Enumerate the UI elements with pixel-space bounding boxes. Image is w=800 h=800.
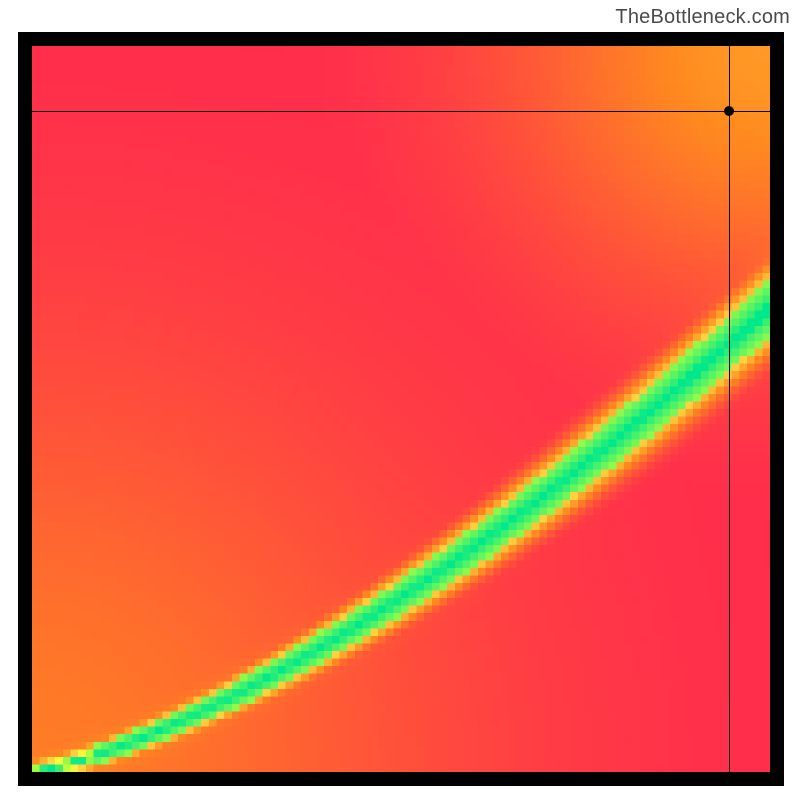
crosshair-horizontal [32, 111, 770, 112]
crosshair-vertical [729, 46, 730, 772]
bottleneck-heatmap-figure: TheBottleneck.com [0, 0, 800, 800]
crosshair-marker-dot [724, 106, 734, 116]
watermark-text: TheBottleneck.com [615, 6, 790, 29]
heatmap-canvas [32, 46, 770, 772]
